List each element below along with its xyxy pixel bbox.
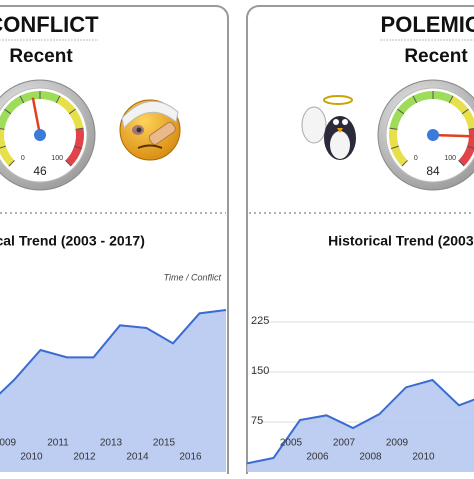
x-tick-label: 2014	[126, 452, 149, 463]
gauge-needle	[31, 97, 42, 136]
mood-icon	[119, 99, 181, 161]
x-tick-label: 2008	[359, 452, 382, 463]
gauge-max-label: 100	[51, 155, 63, 162]
gauge-tick	[461, 108, 469, 115]
gauge-hub	[34, 129, 46, 141]
gauge-tick	[55, 95, 61, 104]
panel-title: CONFLICT	[0, 12, 99, 37]
x-tick-label: 2012	[73, 452, 96, 463]
gauge-tick	[68, 108, 76, 115]
gauge-tick	[0, 128, 5, 130]
y-tick-label: 75	[251, 415, 263, 427]
subtitle: Recent	[9, 46, 73, 67]
gauge-tick	[448, 95, 454, 104]
gauge-needle	[432, 133, 472, 138]
gauge-min-label: 0	[414, 155, 418, 162]
gauge-tick	[74, 145, 83, 150]
gauge-tick	[65, 160, 72, 167]
gauge-tick	[458, 160, 465, 167]
gauge-min-label: 0	[21, 155, 25, 162]
gauge-tick	[468, 128, 474, 130]
gauge-hub	[427, 129, 439, 141]
gauge-tick	[0, 145, 6, 149]
x-tick-label: 2005	[280, 438, 303, 449]
subtitle: Recent	[404, 46, 468, 67]
mood-icon	[301, 95, 356, 160]
x-tick-label: 2009	[386, 438, 409, 449]
gauge-tick	[19, 95, 25, 104]
gauge-tick	[389, 127, 398, 130]
gauge-tick	[412, 95, 418, 104]
gauge-tick	[390, 145, 399, 150]
x-tick-label: 2006	[306, 452, 329, 463]
gauge-tick	[8, 160, 15, 167]
gauge-value: 84	[426, 164, 440, 178]
x-tick-label: 2010	[412, 452, 435, 463]
trend-title: Historical Trend (2003 - 2017)	[328, 233, 474, 249]
trend-title: Historical Trend (2003 - 2017)	[0, 233, 145, 249]
annotation: Time / Conflict	[164, 272, 222, 282]
area	[0, 310, 226, 472]
x-tick-label: 2015	[153, 438, 176, 449]
x-tick-label: 2011	[47, 438, 69, 449]
x-tick-label: 2009	[0, 438, 17, 449]
area	[247, 380, 474, 472]
y-tick-label: 225	[251, 315, 269, 327]
gauge-tick	[4, 108, 12, 115]
x-tick-label: 2013	[100, 438, 123, 449]
gauge-tick	[397, 108, 405, 115]
y-tick-label: 150	[251, 365, 269, 377]
gauge-tick	[75, 127, 84, 130]
gauge-tick	[401, 160, 408, 167]
line	[246, 378, 474, 465]
x-tick-label: 2007	[333, 438, 356, 449]
gauge-value: 46	[33, 164, 47, 178]
gauge-max-label: 100	[444, 155, 456, 162]
panel-title: POLEMICS	[381, 12, 474, 37]
x-tick-label: 2010	[20, 452, 43, 463]
line	[0, 309, 227, 395]
x-tick-label: 2016	[179, 452, 202, 463]
